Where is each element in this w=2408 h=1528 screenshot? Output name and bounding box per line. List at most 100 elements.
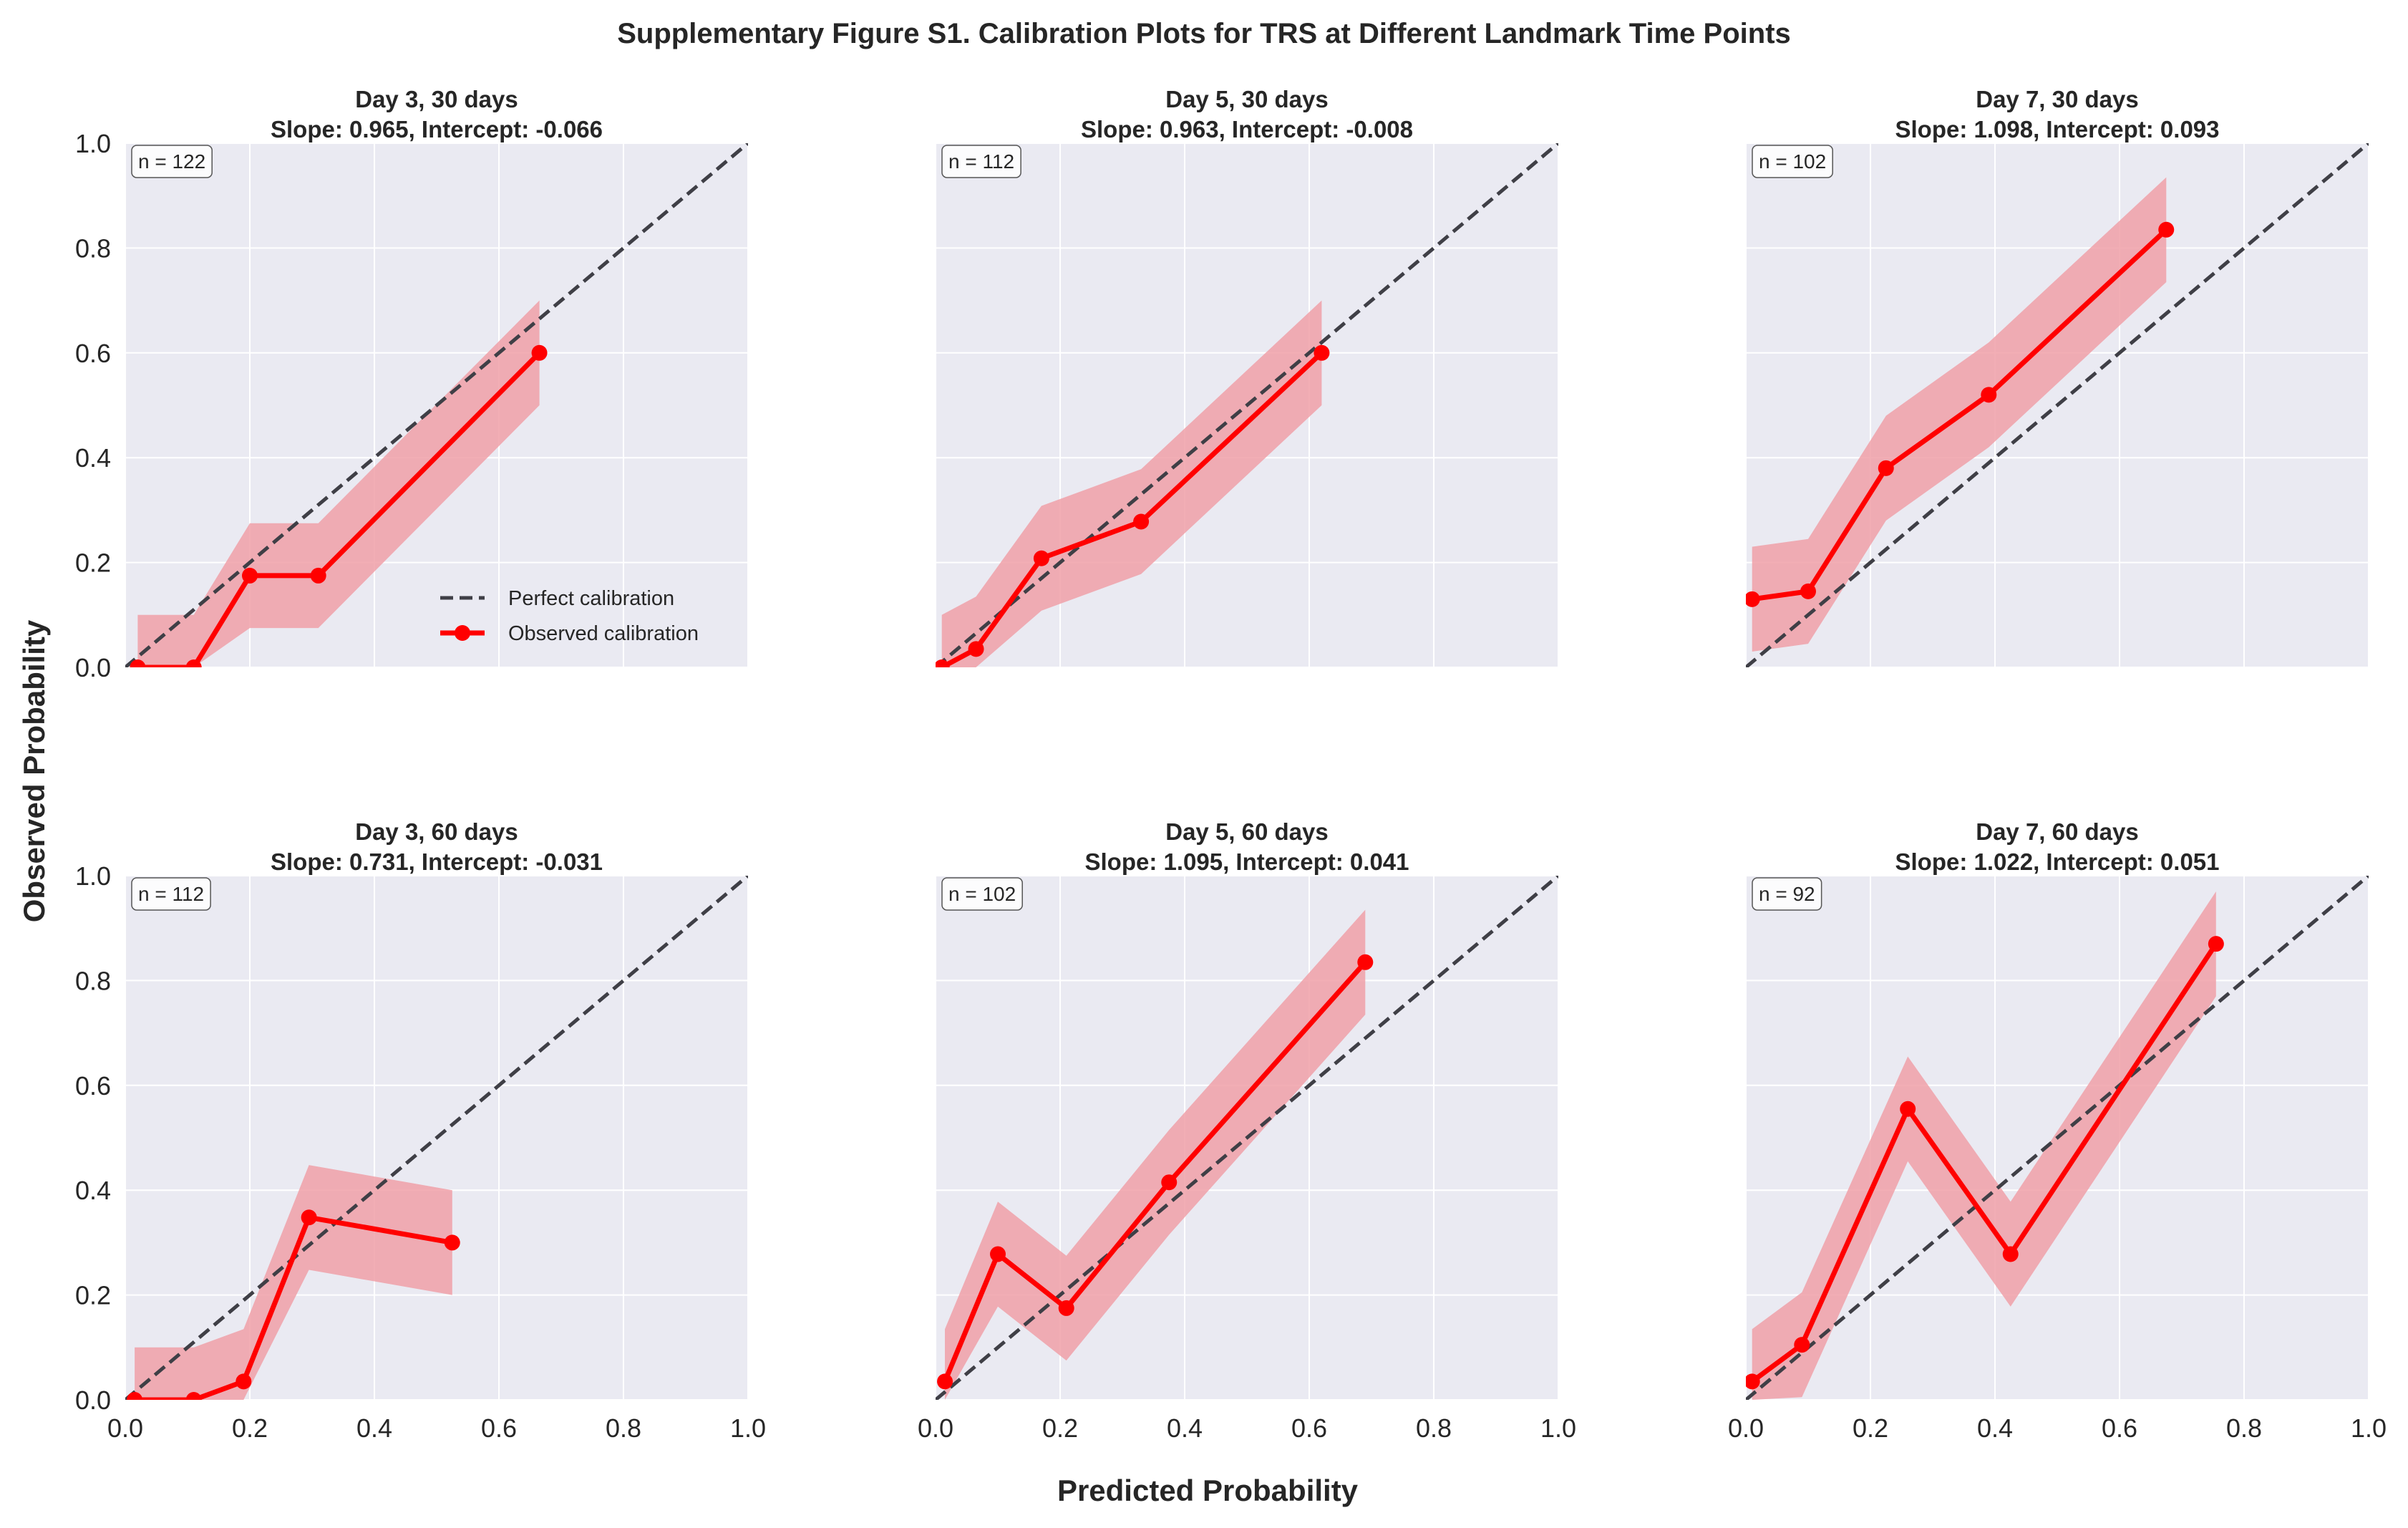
data-point xyxy=(968,641,984,657)
perfect-calibration-line xyxy=(936,876,1558,1400)
y-tick-label: 1.0 xyxy=(75,861,111,891)
legend-observed-label: Observed calibration xyxy=(508,622,699,645)
x-tick-label: 0.0 xyxy=(918,1413,953,1443)
x-tick-label: 0.4 xyxy=(1167,1413,1203,1443)
y-tick-label: 0.6 xyxy=(75,339,111,368)
sample-size-box xyxy=(941,877,1023,911)
y-tick-label: 0.6 xyxy=(75,1071,111,1101)
y-tick-label: 0.0 xyxy=(75,653,111,682)
y-axis-label: Observed Probability xyxy=(17,619,51,922)
x-tick-label: 0.8 xyxy=(606,1413,641,1443)
data-point xyxy=(937,1373,953,1390)
subplot-panel: 0.0 0.2 0.4 0.6 0.8 1.0 n = 122 Day 3, 30 days S… xyxy=(75,86,749,682)
x-tick-label: 0.0 xyxy=(107,1413,143,1443)
x-tick-label: 0.6 xyxy=(1291,1413,1327,1443)
perfect-calibration-line xyxy=(125,876,748,1400)
plotted-marks xyxy=(936,143,1558,667)
confidence-band xyxy=(137,300,540,667)
data-point xyxy=(242,567,258,584)
x-tick-label: 0.0 xyxy=(1728,1413,1764,1443)
sample-size-box xyxy=(131,877,211,911)
y-tick-label: 0.8 xyxy=(75,233,111,263)
sample-size-label: n = 92 xyxy=(1759,883,1815,905)
data-point xyxy=(936,659,950,667)
data-point xyxy=(185,1392,202,1400)
data-point xyxy=(1033,550,1049,566)
confidence-band xyxy=(941,300,1322,667)
legend: Perfect calibration Observed calibration xyxy=(440,587,699,645)
data-point xyxy=(236,1373,252,1390)
x-tick-label: 0.4 xyxy=(356,1413,392,1443)
plotted-marks xyxy=(1746,876,2369,1400)
sample-size-label: n = 112 xyxy=(138,883,204,905)
x-tick-label: 0.8 xyxy=(1416,1413,1452,1443)
x-tick-label: 0.8 xyxy=(2226,1413,2262,1443)
data-point xyxy=(531,344,548,361)
subplot-title: Day 5, 30 days xyxy=(1165,86,1329,112)
subplot-subtitle: Slope: 0.731, Intercept: -0.031 xyxy=(271,848,603,875)
data-point xyxy=(444,1234,460,1251)
plotted-marks xyxy=(125,876,748,1400)
plotted-marks xyxy=(1746,143,2369,667)
plotted-marks xyxy=(936,876,1558,1400)
data-point xyxy=(1161,1174,1178,1191)
figure-title: Supplementary Figure S1. Calibration Plo… xyxy=(617,18,1791,49)
subplot-panel: n = 112 Day 5, 30 days Slope: 0.963, Inter… xyxy=(935,86,1559,668)
y-tick-label: 0.4 xyxy=(75,1176,111,1205)
x-tick-label: 1.0 xyxy=(730,1413,766,1443)
subplot-title: Day 3, 30 days xyxy=(355,86,518,112)
data-point xyxy=(990,1246,1006,1262)
subplot-panel: 0.0 0.2 0.4 0.6 0.8 1.0 0.0 0.2 0.4 0.6 0.8 1.0 n = … xyxy=(75,818,766,1443)
x-tick-label: 0.6 xyxy=(481,1413,517,1443)
y-tick-label: 0.2 xyxy=(75,1281,111,1310)
data-point xyxy=(1357,954,1374,970)
sample-size-label: n = 102 xyxy=(1759,150,1826,173)
confidence-band xyxy=(945,909,1366,1400)
subplot-panel: n = 102 Day 7, 30 days Slope: 1.098, Inter… xyxy=(1745,86,2369,668)
sample-size-box xyxy=(941,145,1021,178)
subplot-subtitle: Slope: 1.098, Intercept: 0.093 xyxy=(1895,116,2219,142)
data-point xyxy=(1878,460,1894,476)
subplot-subtitle: Slope: 1.095, Intercept: 0.041 xyxy=(1084,848,1409,875)
data-point xyxy=(1981,387,1997,403)
perfect-calibration-line xyxy=(125,143,748,667)
subplot-subtitle: Slope: 1.022, Intercept: 0.051 xyxy=(1895,848,2219,875)
subplot-panel: 0.0 0.2 0.4 0.6 0.8 1.0 n = 102 Day 5, 60 days S… xyxy=(918,818,1576,1443)
data-point xyxy=(185,659,202,667)
data-point xyxy=(1746,591,1760,607)
y-tick-label: 1.0 xyxy=(75,129,111,158)
data-point xyxy=(301,1209,317,1226)
data-point xyxy=(2002,1246,2019,1262)
x-tick-label: 1.0 xyxy=(1540,1413,1576,1443)
data-point xyxy=(310,567,326,584)
confidence-band xyxy=(135,1165,452,1400)
subplot-grid: 0.0 0.2 0.4 0.6 0.8 1.0 n = 122 Day 3, 30 days S… xyxy=(75,86,2387,1443)
x-tick-label: 0.2 xyxy=(232,1413,268,1443)
legend-observed-marker xyxy=(455,625,470,641)
y-tick-label: 0.4 xyxy=(75,443,111,473)
data-point xyxy=(1058,1300,1074,1316)
x-tick-label: 0.2 xyxy=(1042,1413,1078,1443)
data-point xyxy=(1746,1373,1760,1390)
x-axis-label: Predicted Probability xyxy=(1057,1474,1359,1507)
subplot-title: Day 3, 60 days xyxy=(355,818,518,845)
sample-size-box xyxy=(1752,145,1833,178)
perfect-calibration-line xyxy=(936,143,1558,667)
subplot-subtitle: Slope: 0.963, Intercept: -0.008 xyxy=(1081,116,1413,142)
x-tick-label: 1.0 xyxy=(2351,1413,2387,1443)
x-tick-label: 0.4 xyxy=(1977,1413,2013,1443)
perfect-calibration-line xyxy=(1746,876,2369,1400)
x-tick-label: 0.6 xyxy=(2102,1413,2137,1443)
data-point xyxy=(2208,936,2224,952)
subplot-title: Day 7, 30 days xyxy=(1976,86,2139,112)
y-tick-label: 0.0 xyxy=(75,1386,111,1415)
data-point xyxy=(1800,583,1816,599)
subplot-title: Day 7, 60 days xyxy=(1976,818,2139,845)
y-tick-label: 0.8 xyxy=(75,966,111,995)
data-point xyxy=(2158,221,2175,238)
subplot-subtitle: Slope: 0.965, Intercept: -0.066 xyxy=(271,116,603,142)
sample-size-label: n = 112 xyxy=(948,150,1014,173)
data-point xyxy=(1133,513,1150,530)
sample-size-box xyxy=(131,145,213,178)
